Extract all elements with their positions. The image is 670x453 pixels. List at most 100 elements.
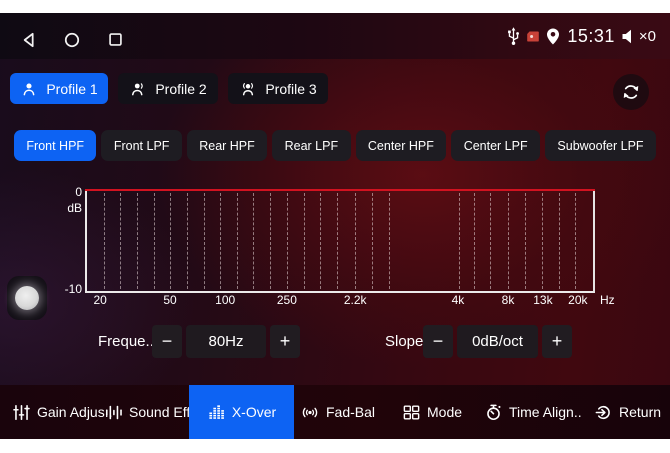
nav-return[interactable]: Return [590,385,665,439]
nav-x-over[interactable]: X-Over [189,385,294,439]
mode-grid-icon [402,403,421,422]
location-icon [546,28,560,45]
recents-icon[interactable] [108,32,123,47]
nav-label: Gain Adjus.. [37,404,113,420]
plus-icon: + [279,331,291,351]
grid-line [203,193,205,289]
grid-line [253,193,255,289]
frequency-minus-button[interactable]: − [152,325,182,358]
tab-center-hpf[interactable]: Center HPF [355,130,447,161]
grid-line [220,193,222,289]
y-axis-min-label: -10 [64,282,82,296]
fade-balance-icon [300,403,320,422]
grid-line [303,193,305,289]
tab-label: Rear LPF [284,138,339,153]
x-tick-label: 20 [93,293,107,307]
knob-indicator [15,286,39,310]
tab-rear-lpf[interactable]: Rear LPF [272,130,351,161]
grid-line [558,193,560,289]
grid-line [355,193,357,289]
tab-profile-2[interactable]: Profile 2 [118,73,218,104]
top-white-strip [0,0,670,13]
profile-person-icon [20,80,38,98]
volume-level: ×0 [638,27,656,45]
tab-center-lpf[interactable]: Center LPF [451,130,541,161]
sound-effects-icon [104,403,123,422]
grid-line [286,193,288,289]
nav-label: Mode [427,404,463,420]
grid-line [575,193,577,289]
nav-fad-bal[interactable]: Fad-Bal [296,385,379,439]
profile-label: Profile 1 [46,80,98,97]
tab-front-hpf[interactable]: Front HPF [14,130,97,161]
home-icon[interactable] [64,32,80,48]
profile-label: Profile 2 [155,80,207,97]
tab-profile-3[interactable]: Profile 3 [228,73,328,104]
x-tick-label: 8k [501,293,515,307]
nav-sound-effects[interactable]: Sound Effe.. [100,385,210,439]
tab-subwoofer-lpf[interactable]: Subwoofer LPF [545,130,656,161]
slope-label: Slope [385,333,424,350]
grid-line [137,193,139,289]
equalizer-icon [207,403,226,422]
nav-label: Fad-Bal [326,404,376,420]
slope-plus-button[interactable]: + [542,325,572,358]
y-axis-max-label: 0 [75,185,82,199]
slope-value: 0dB/oct [457,325,538,358]
slope-minus-button[interactable]: − [423,325,453,358]
back-icon[interactable] [22,32,38,48]
x-tick-label: 13k [533,293,553,307]
x-tick-labels: 20 50 100 250 2.2k 4k 8k 13k 20k [85,293,591,309]
grid-line [236,193,238,289]
minus-icon: − [432,331,444,351]
grid-line [458,193,460,289]
grid-line [153,193,155,289]
x-tick-label: 100 [215,293,236,307]
x-tick-label: 20k [568,293,588,307]
tab-label: Center HPF [367,138,434,153]
grid-line [490,193,492,289]
volume-mute-icon[interactable] [622,29,635,44]
nav-time-align[interactable]: Time Align.. [480,385,586,439]
crossover-filter-tabs: Front HPF Front LPF Rear HPF Rear LPF Ce… [14,130,656,161]
profile-label: Profile 3 [265,80,317,97]
x-tick-label: 50 [163,293,177,307]
tab-front-lpf[interactable]: Front LPF [101,130,182,161]
tab-rear-hpf[interactable]: Rear HPF [186,130,268,161]
usb-icon [507,26,520,46]
profile-person-icon [129,80,147,98]
nav-label: Time Align.. [509,404,582,420]
grid-line [508,193,510,289]
frequency-value: 80Hz [186,325,266,358]
nav-label: Sound Effe.. [129,404,206,420]
grid-line [388,193,390,289]
refresh-button[interactable] [613,74,649,110]
frequency-plus-button[interactable]: + [270,325,300,358]
stopwatch-icon [484,403,503,422]
xover-settings-page: 15:31 ×0 Profile 1 [0,13,670,439]
tab-profile-1[interactable]: Profile 1 [10,73,108,104]
minus-icon: − [161,331,173,351]
grid-line [336,193,338,289]
grid-line [120,193,122,289]
crossover-response-plot [85,189,595,293]
response-curve [85,189,595,191]
profile-person-icon [239,80,257,98]
tab-label: Subwoofer LPF [557,138,644,153]
nav-label: X-Over [231,404,277,420]
nav-gain-adjust[interactable]: Gain Adjus.. [8,385,117,439]
return-arrow-icon [594,403,613,422]
volume-knob[interactable] [7,276,47,320]
grid-line [103,193,105,289]
nav-mode[interactable]: Mode [398,385,466,439]
grid-line [270,193,272,289]
bottom-white-strip [0,439,670,453]
tab-label: Rear HPF [199,138,255,153]
grid-line [170,193,172,289]
nav-label: Return [619,404,662,420]
refresh-icon [620,81,642,103]
y-axis-unit-label: dB [67,201,82,215]
bottom-nav: Gain Adjus.. Sound Effe.. [0,385,670,439]
tab-label: Front LPF [113,138,170,153]
